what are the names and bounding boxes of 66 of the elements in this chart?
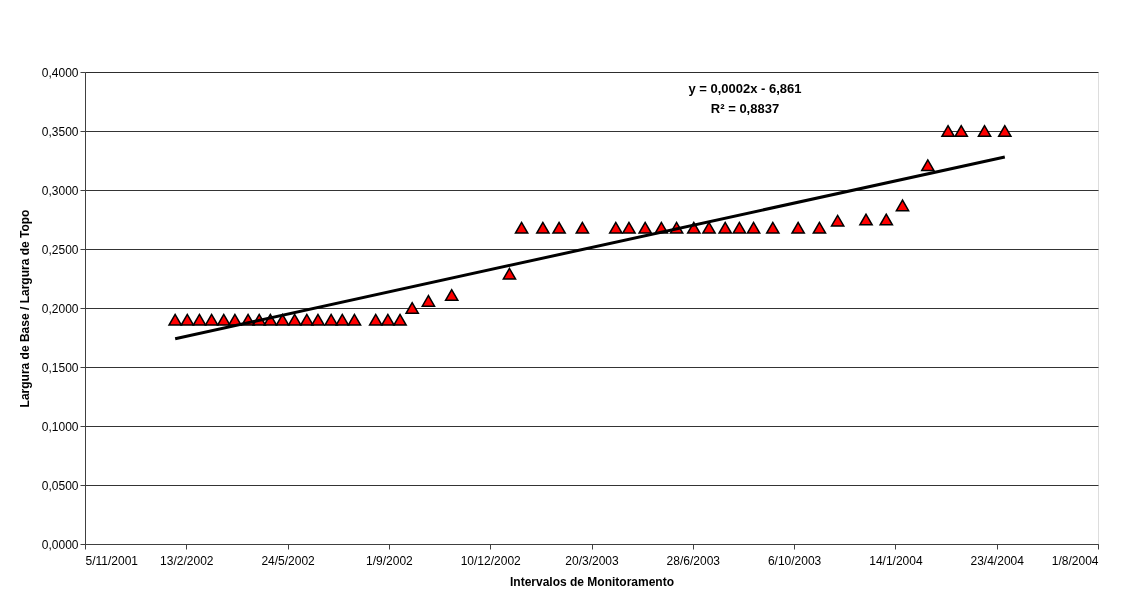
- point: [920, 159, 935, 172]
- point: [977, 124, 992, 138]
- x-tick-label: 1/9/2002: [366, 553, 414, 568]
- point: [765, 221, 780, 234]
- point: [622, 221, 636, 234]
- point: [638, 221, 653, 234]
- annotation: R² = 0,8837: [710, 101, 780, 116]
- x-tick-label: 14/1/2004: [869, 553, 923, 568]
- y-tick-label: 0,3500: [41, 124, 79, 139]
- point: [746, 221, 761, 234]
- y-tick-label: 0,2500: [41, 242, 79, 257]
- x-tick-label: 28/6/2003: [666, 553, 721, 568]
- point: [347, 313, 362, 326]
- point: [552, 221, 566, 234]
- point: [324, 313, 339, 326]
- x-tick-label: 20/3/2003: [565, 553, 620, 568]
- point: [275, 313, 290, 326]
- point: [381, 313, 395, 326]
- point: [575, 221, 590, 234]
- point: [895, 199, 910, 212]
- point: [879, 213, 894, 226]
- point: [444, 288, 459, 302]
- y-axis-title: Largura de Base / Largura de Topo: [17, 209, 32, 408]
- x-tick-label: 13/2/2002: [160, 553, 214, 568]
- y-tick-label: 0,4000: [41, 65, 79, 80]
- point: [732, 221, 747, 234]
- point: [997, 124, 1012, 138]
- point: [702, 221, 716, 234]
- point: [311, 313, 325, 326]
- y-tick-label: 0,3000: [41, 183, 79, 198]
- point: [718, 221, 733, 234]
- y-tick-label: 0,1000: [41, 419, 79, 434]
- point: [791, 221, 806, 234]
- x-tick-label: 24/5/2002: [261, 553, 316, 568]
- x-axis-title: Intervalos de Monitoramento: [509, 574, 675, 589]
- point: [168, 313, 183, 326]
- x-tick-label: 6/10/2003: [767, 553, 822, 568]
- point: [421, 294, 436, 307]
- y-tick-label: 0,2000: [41, 301, 79, 316]
- y-tick-label: 0,0500: [41, 478, 79, 493]
- point: [502, 267, 517, 280]
- point: [368, 313, 383, 326]
- point: [393, 313, 407, 326]
- point: [180, 313, 195, 326]
- point: [812, 221, 827, 234]
- point: [216, 313, 231, 326]
- point: [859, 213, 873, 226]
- x-tick-label: 10/12/2002: [460, 553, 522, 568]
- point: [299, 313, 314, 326]
- x-tick-label: 23/4/2004: [970, 553, 1025, 568]
- point: [954, 124, 969, 138]
- x-tick-label: 1/8/2004: [1051, 553, 1099, 568]
- annotation: y = 0,0002x - 6,861: [688, 81, 802, 96]
- point: [287, 313, 302, 326]
- point: [608, 221, 623, 234]
- point: [830, 214, 845, 227]
- point: [514, 221, 529, 234]
- point: [192, 313, 207, 326]
- point: [405, 301, 420, 315]
- y-tick-label: 0,1500: [41, 360, 79, 375]
- y-tick-label: 0,0000: [41, 537, 79, 552]
- point: [536, 221, 550, 234]
- point: [941, 124, 955, 138]
- point: [335, 313, 350, 326]
- x-tick-label: 5/11/2001: [85, 553, 139, 568]
- point: [204, 313, 219, 326]
